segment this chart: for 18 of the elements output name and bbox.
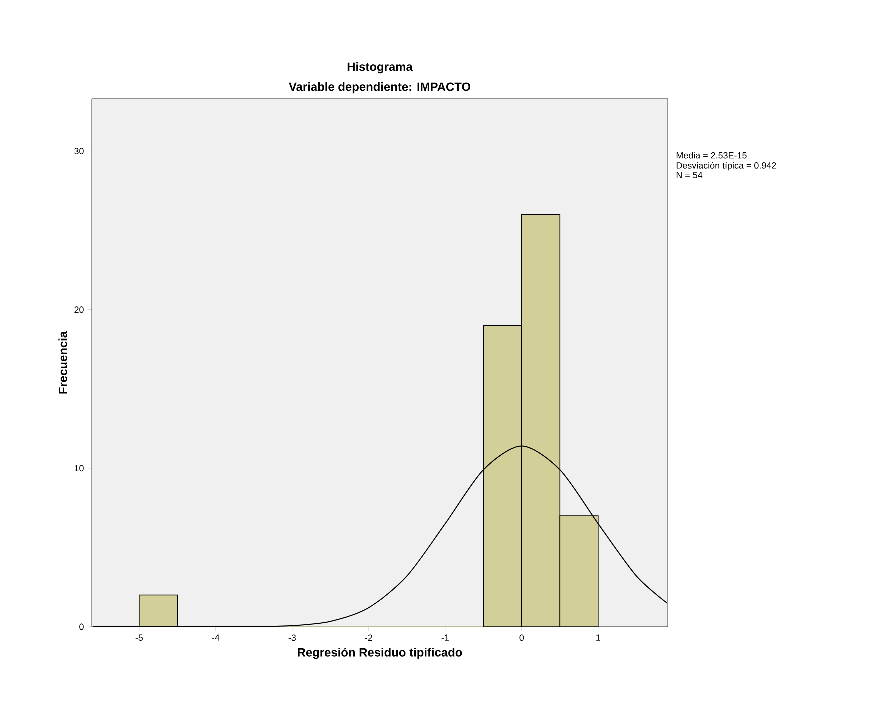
- x-tick-label: 1: [596, 634, 600, 641]
- x-tick-label: 0: [520, 634, 524, 642]
- text: Desviación típica = 0.942: [676, 162, 776, 171]
- x-tick-label: -2: [365, 634, 372, 642]
- x-axis-title: Regresión Residuo tipificado: [298, 648, 462, 660]
- text: N = 54: [676, 172, 703, 178]
- chart-subtitle: Variable dependiente: IMPACTO: [289, 82, 471, 94]
- x-tick-label: -3: [288, 634, 296, 642]
- y-axis-title: Frecuencia: [58, 331, 68, 394]
- y-tick-label: 0: [80, 624, 84, 630]
- x-tick-label: -5: [136, 634, 144, 642]
- text: Media = 2.53E-15: [676, 152, 747, 159]
- chart-title: Histograma: [348, 62, 413, 74]
- x-tick-label: -1: [442, 634, 449, 641]
- y-tick-label: 20: [74, 306, 84, 314]
- x-tick-label: -4: [212, 634, 220, 641]
- y-tick-label: 10: [74, 465, 84, 472]
- y-tick-label: 30: [74, 148, 84, 154]
